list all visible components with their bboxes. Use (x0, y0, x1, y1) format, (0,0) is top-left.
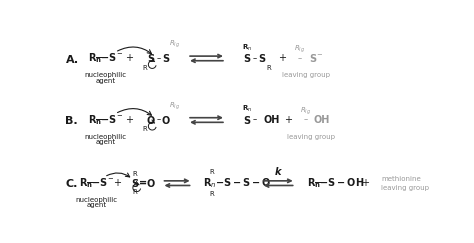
Text: +: + (125, 115, 133, 125)
Text: leaving group: leaving group (287, 134, 335, 140)
Text: $R_{lg}$: $R_{lg}$ (169, 100, 181, 112)
Text: $\mathbf{R}_{\mathbf{\overline{n}}}\mathbf{-S}^{-}$: $\mathbf{R}_{\mathbf{\overline{n}}}\math… (88, 113, 123, 127)
Text: $R_{lg}$: $R_{lg}$ (294, 43, 305, 55)
Text: $\mathbf{O}$: $\mathbf{O}$ (161, 114, 171, 126)
Text: –: – (156, 115, 161, 124)
Text: $\mathbf{R}_{\mathbf{\overline{n}}}\mathbf{-S-OH}$: $\mathbf{R}_{\mathbf{\overline{n}}}\math… (307, 176, 365, 190)
Text: =: = (139, 178, 147, 188)
Text: $\mathbf{S}$: $\mathbf{S}$ (243, 114, 251, 126)
Text: $\mathbf{R}_n$: $\mathbf{R}_n$ (242, 43, 252, 53)
Text: leaving group: leaving group (381, 185, 429, 191)
Text: $\mathbf{S}$: $\mathbf{S}$ (258, 52, 266, 64)
Text: $\mathbf{S}$: $\mathbf{S}$ (162, 52, 170, 64)
Text: R: R (266, 65, 271, 71)
Text: agent: agent (96, 139, 116, 145)
Text: R: R (142, 126, 147, 132)
Text: +: + (284, 115, 292, 125)
Text: $\mathbf{S}$: $\mathbf{S}$ (131, 177, 139, 189)
Text: +: + (278, 53, 286, 63)
Text: +: + (125, 53, 133, 63)
Text: $\mathbf{R}_n$: $\mathbf{R}_n$ (242, 104, 252, 114)
Text: OH: OH (264, 115, 280, 125)
Text: agent: agent (96, 78, 116, 84)
Text: $\mathbf{R}_n\mathbf{-S-S-O}$: $\mathbf{R}_n\mathbf{-S-S-O}$ (202, 176, 271, 190)
Text: –: – (297, 54, 301, 63)
Text: R: R (133, 189, 137, 195)
Text: –: – (253, 54, 257, 63)
Text: $\mathbf{S}$: $\mathbf{S}$ (146, 52, 155, 64)
Text: –: – (303, 115, 308, 124)
Text: $\mathbf{O}$: $\mathbf{O}$ (146, 114, 155, 126)
Text: +: + (113, 178, 121, 188)
Text: $R_{lg}$: $R_{lg}$ (300, 105, 311, 117)
Text: $R_{lg}$: $R_{lg}$ (169, 39, 181, 50)
Text: R: R (133, 171, 137, 177)
Text: –: – (156, 54, 161, 63)
Text: nucleophilic: nucleophilic (75, 197, 118, 203)
Text: R: R (210, 169, 214, 175)
Text: R: R (210, 191, 214, 197)
Text: OH: OH (313, 115, 330, 125)
Text: agent: agent (86, 202, 107, 208)
Text: B.: B. (65, 116, 78, 126)
Text: +: + (361, 178, 369, 188)
Text: leaving group: leaving group (282, 72, 330, 78)
Text: –: – (253, 115, 257, 124)
Text: nucleophilic: nucleophilic (85, 72, 127, 78)
Text: k: k (274, 167, 281, 177)
Text: $\mathbf{S}$: $\mathbf{S}$ (243, 52, 251, 64)
Text: $\mathbf{S}^{-}$: $\mathbf{S}^{-}$ (309, 52, 323, 64)
Text: $\mathbf{O}$: $\mathbf{O}$ (146, 177, 155, 189)
Text: R: R (142, 65, 147, 71)
Text: $\mathbf{R}_{\mathbf{\overline{n}}}\mathbf{-S}^{-}$: $\mathbf{R}_{\mathbf{\overline{n}}}\math… (88, 52, 123, 65)
Text: C.: C. (65, 179, 78, 189)
Text: $\mathbf{R}_{\mathbf{\overline{n}}}\mathbf{-S}^{-}$: $\mathbf{R}_{\mathbf{\overline{n}}}\math… (79, 176, 114, 190)
Text: methionine: methionine (381, 175, 420, 182)
Text: A.: A. (65, 55, 79, 65)
Text: nucleophilic: nucleophilic (85, 134, 127, 140)
